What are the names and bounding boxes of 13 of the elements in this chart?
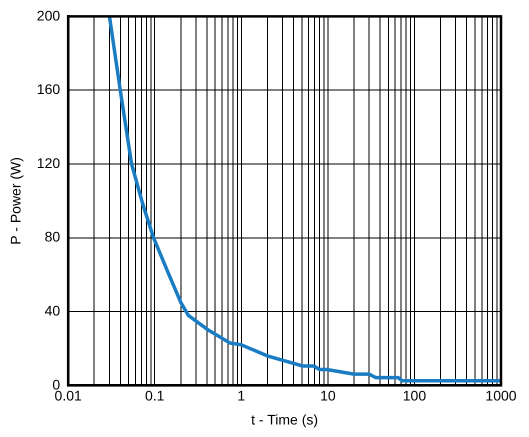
y-axis-title: P - Power (W) bbox=[7, 157, 24, 245]
x-tick-label: 100 bbox=[402, 388, 426, 404]
x-tick-label: 1000 bbox=[485, 388, 517, 404]
y-tick-label: 40 bbox=[44, 302, 60, 318]
y-tick-label: 80 bbox=[44, 228, 60, 245]
x-tick-label: 0.1 bbox=[144, 388, 165, 404]
y-tick-label: 200 bbox=[36, 7, 60, 24]
y-tick-label: 160 bbox=[36, 81, 60, 98]
x-tick-label: 1 bbox=[237, 388, 246, 404]
x-tick-label: 10 bbox=[320, 388, 336, 404]
y-tick-label: 0 bbox=[52, 376, 60, 392]
y-tick-label: 120 bbox=[36, 154, 60, 171]
x-axis-title: t - Time (s) bbox=[251, 411, 318, 428]
